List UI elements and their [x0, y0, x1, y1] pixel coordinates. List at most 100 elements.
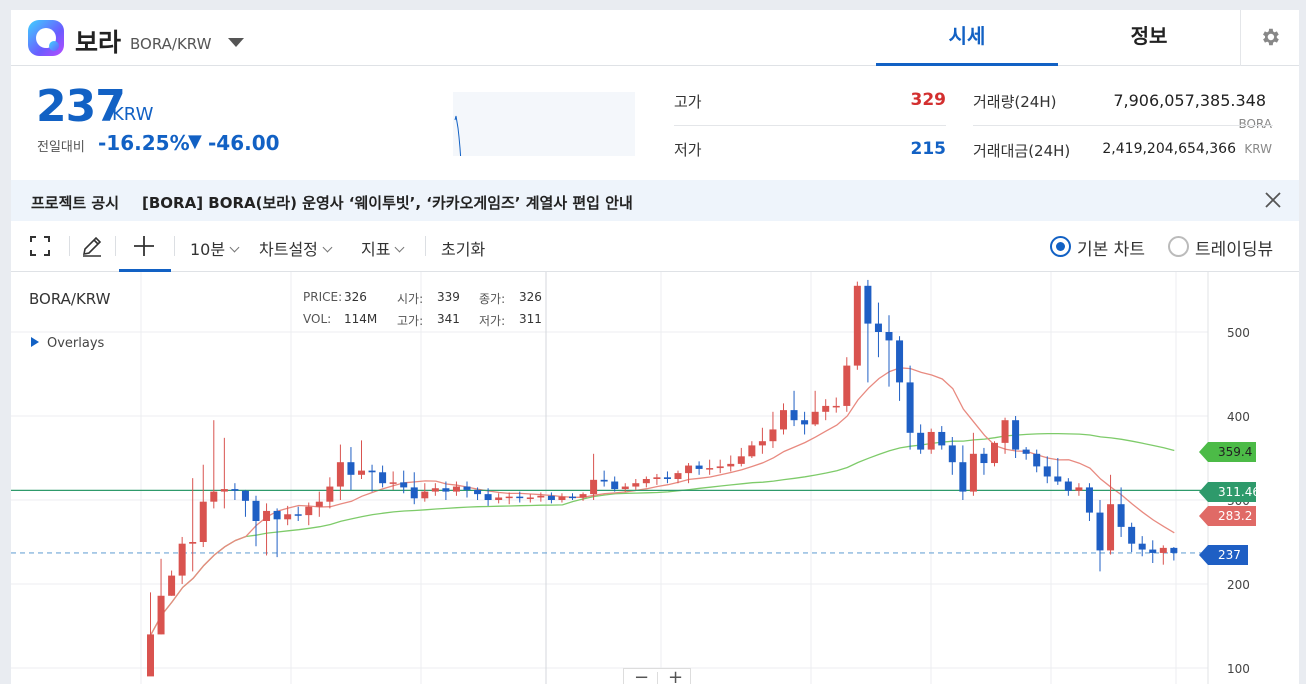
candle-body [315, 501, 323, 507]
candle-body [1149, 549, 1157, 553]
high-label: 고가 [674, 93, 702, 111]
candle-body [780, 410, 787, 430]
candle-body [1138, 543, 1146, 550]
candle-body [1054, 476, 1062, 482]
app-frame: 보라 BORA/KRW 시세 정보 237 KRW 전일대비 -16.25% ▼… [11, 10, 1299, 684]
price-chart[interactable]: BORA/KRW PRICE: 326 시가: 339 종가: 326 VOL:… [11, 272, 1299, 684]
current-price: 237 [36, 81, 126, 132]
coin-dropdown-icon[interactable] [228, 38, 244, 47]
ohlc-high-label: 고가: [397, 314, 424, 328]
coin-name[interactable]: 보라 [75, 28, 122, 57]
candle-body [1170, 547, 1178, 553]
radio-basic-chart[interactable] [1050, 236, 1071, 257]
candlestick-chart[interactable] [11, 272, 1299, 684]
candle-body [526, 497, 534, 499]
fullscreen-icon[interactable] [28, 234, 52, 258]
candle-body [241, 490, 249, 501]
candle-body [284, 514, 292, 520]
candle-body [231, 489, 239, 491]
candle-body [537, 495, 545, 498]
candle-body [991, 442, 998, 464]
zoom-controls: − + [623, 667, 691, 684]
tab-info[interactable]: 정보 [1130, 24, 1168, 48]
candle-body [442, 488, 450, 492]
candle-body [168, 575, 176, 596]
candle-body [516, 496, 524, 499]
candle-body [558, 496, 566, 500]
close-icon[interactable] [1261, 188, 1285, 212]
tradingview-label[interactable]: 트레이딩뷰 [1195, 240, 1274, 260]
candle-body [579, 494, 587, 498]
candle-body [611, 481, 619, 490]
candle-body [621, 486, 629, 490]
candle-body [917, 432, 925, 450]
basic-chart-label[interactable]: 기본 차트 [1077, 240, 1145, 260]
candle-body [1117, 504, 1125, 527]
candle-body [874, 323, 882, 332]
volume-label: 거래량(24H) [973, 93, 1057, 111]
radio-tradingview[interactable] [1168, 236, 1189, 257]
candle-body [569, 496, 576, 499]
candle-body [199, 501, 207, 542]
candle-body [474, 489, 482, 495]
candle-body [358, 470, 365, 475]
candle-body [748, 445, 756, 457]
candle-body [1128, 526, 1136, 544]
candle-body [685, 465, 693, 474]
notice-text[interactable]: [BORA] BORA(보라) 운영사 ‘웨이투빗’, ‘카카오게임즈’ 계열사… [142, 194, 633, 212]
interval-select[interactable]: 10분 [190, 236, 240, 260]
candle-body [706, 468, 714, 470]
y-tick: 400 [1227, 410, 1250, 424]
candle-body [368, 470, 376, 473]
candle-body [389, 482, 397, 484]
chart-symbol: BORA/KRW [29, 290, 111, 308]
candle-body [252, 500, 260, 521]
change-amount: -46.00 [208, 131, 280, 155]
hline-tag: 311.46 [1199, 482, 1260, 502]
candle-body [210, 491, 218, 502]
ohlc-vol: 114M [344, 312, 378, 326]
candle-body [1096, 512, 1104, 551]
ohlc-low-label: 저가: [479, 314, 506, 328]
candle-body [769, 429, 777, 442]
candle-body [1107, 504, 1115, 551]
candle-body [790, 410, 798, 421]
ohlc-open-label: 시가: [397, 292, 424, 306]
candle-body [1022, 449, 1030, 454]
volume-value: 7,906,057,385.348 [1113, 91, 1266, 110]
draw-pencil-icon[interactable] [80, 234, 104, 258]
candle-body [948, 445, 956, 463]
amount-unit: KRW [1244, 142, 1272, 156]
chart-settings-menu[interactable]: 차트설정 [259, 236, 333, 260]
y-tick: 500 [1227, 326, 1250, 340]
candle-body [632, 483, 640, 487]
notice-bar[interactable]: 프로젝트 공시 [BORA] BORA(보라) 운영사 ‘웨이투빗’, ‘카카오… [11, 180, 1299, 221]
current-price-tag: 237 [1199, 545, 1248, 565]
candle-body [885, 332, 893, 341]
ohlc-open: 339 [437, 290, 460, 304]
zoom-out-button[interactable]: − [634, 667, 650, 684]
coin-pair[interactable]: BORA/KRW [130, 35, 212, 53]
zoom-in-button[interactable]: + [668, 667, 684, 684]
change-down-arrow-icon: ▼ [188, 131, 202, 152]
candle-body [1064, 481, 1072, 491]
candle-body [737, 456, 745, 464]
reset-button[interactable]: 초기화 [441, 240, 486, 259]
candle-body [1012, 420, 1020, 450]
amount-value: 2,419,204,654,366 [1102, 141, 1236, 157]
candle-body [1085, 487, 1093, 513]
ohlc-price: 326 [344, 290, 367, 304]
change-label: 전일대비 [37, 140, 85, 155]
notice-type: 프로젝트 공시 [31, 194, 120, 212]
candle-body [1033, 453, 1041, 467]
overlays-toggle[interactable]: Overlays [31, 336, 104, 351]
candle-body [326, 486, 334, 502]
indicators-menu[interactable]: 지표 [361, 236, 405, 260]
tab-market[interactable]: 시세 [876, 10, 1058, 66]
price-currency: KRW [112, 104, 154, 125]
y-tick: 100 [1227, 662, 1250, 676]
chevron-down-icon [395, 242, 405, 253]
crosshair-icon[interactable] [132, 234, 156, 258]
candle-body [853, 285, 861, 366]
settings-button[interactable] [1240, 10, 1299, 66]
